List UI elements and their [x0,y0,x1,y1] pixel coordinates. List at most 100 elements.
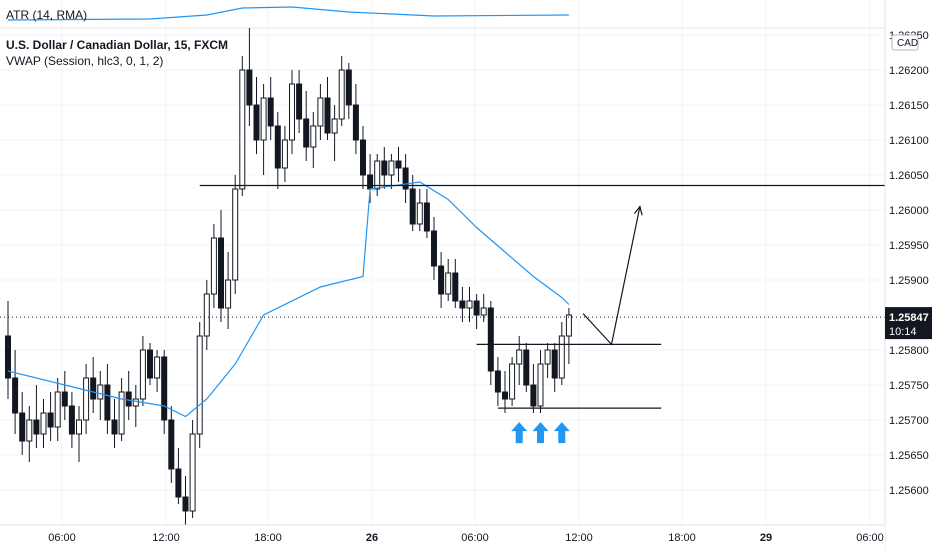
candle[interactable] [494,357,501,406]
candle[interactable] [147,343,153,385]
candle[interactable] [431,217,437,280]
currency-badge[interactable] [891,34,919,51]
candle[interactable] [480,294,487,322]
up-arrow-icon [553,422,570,444]
time-tick-label: 12:00 [565,532,593,544]
candle[interactable] [395,147,402,182]
candle[interactable] [218,210,224,322]
candle[interactable] [267,77,274,140]
candle[interactable] [310,112,317,168]
candle[interactable] [154,350,161,392]
candle-body-down [438,265,445,295]
candle[interactable] [558,322,565,385]
candle[interactable] [303,91,310,161]
candle[interactable] [289,70,295,154]
projection-arrow-line[interactable] [582,206,641,346]
candle[interactable] [54,378,61,441]
candle[interactable] [168,406,175,483]
candle[interactable] [139,336,146,406]
candle-body-down [352,104,359,141]
candle-body-up [76,419,82,435]
candle[interactable] [118,378,125,441]
candle[interactable] [225,252,232,329]
candle[interactable] [502,371,508,413]
candle[interactable] [530,364,537,413]
atr-indicator-label[interactable]: ATR (14, RMA) [6,8,88,22]
candle[interactable] [352,84,359,154]
candle[interactable] [12,350,19,434]
candle[interactable] [246,28,253,126]
candle[interactable] [416,189,423,231]
candle[interactable] [161,350,168,434]
candle[interactable] [523,343,530,392]
candle-body-down [5,335,11,379]
candle[interactable] [40,399,47,448]
candle[interactable] [296,70,303,133]
candle[interactable] [509,357,516,406]
candle[interactable] [374,154,381,196]
candle[interactable] [317,84,324,140]
candle[interactable] [5,301,11,399]
candle[interactable] [76,406,82,462]
candle[interactable] [381,147,388,189]
candle[interactable] [61,371,68,420]
candle[interactable] [90,357,97,413]
candle[interactable] [537,350,544,413]
candle[interactable] [452,259,459,308]
candle[interactable] [466,287,473,322]
candle[interactable] [111,399,118,448]
candle[interactable] [253,77,260,154]
time-tick-label: 18:00 [254,532,282,544]
candle[interactable] [203,280,210,350]
candle[interactable] [402,154,409,203]
candle[interactable] [196,322,203,448]
candle[interactable] [239,56,246,196]
candle[interactable] [516,336,523,385]
candle[interactable] [182,476,189,525]
candle-body-down [409,188,416,225]
candle[interactable] [565,308,572,364]
candle[interactable] [409,175,416,231]
vwap-indicator-label[interactable]: VWAP (Session, hlc3, 0, 1, 2) [6,54,164,68]
candle[interactable] [260,84,267,175]
candle[interactable] [331,105,338,161]
candle[interactable] [189,420,196,518]
candle-body-down [90,377,97,400]
candle[interactable] [345,63,352,119]
candle-body-down [367,174,374,190]
candle[interactable] [438,252,445,308]
candle[interactable] [175,448,182,504]
candle[interactable] [19,392,26,455]
candle[interactable] [97,371,104,420]
candle[interactable] [487,301,494,385]
candle[interactable] [324,77,331,140]
candle[interactable] [132,385,139,427]
candle-body-down [523,349,530,386]
candle[interactable] [544,343,551,378]
candle-body-up [154,356,161,379]
atr-line [7,6,569,21]
candle[interactable] [104,364,111,434]
candle[interactable] [47,392,54,441]
candle[interactable] [388,154,395,189]
candle[interactable] [473,294,480,329]
candle[interactable] [210,224,217,308]
candle[interactable] [423,189,430,238]
candle[interactable] [125,371,132,420]
candle-body-up [203,293,210,337]
candle-body-up [289,83,295,141]
candle[interactable] [274,112,281,189]
candle[interactable] [68,392,75,448]
candle[interactable] [83,364,90,434]
candle[interactable] [360,126,366,189]
candle-body-up [196,335,203,435]
candle[interactable] [445,259,452,301]
candle[interactable] [338,56,345,126]
candle[interactable] [281,126,288,182]
candle[interactable] [33,385,40,448]
candle[interactable] [551,343,558,392]
candle[interactable] [26,406,33,462]
candle[interactable] [459,287,466,322]
candle[interactable] [232,175,239,294]
